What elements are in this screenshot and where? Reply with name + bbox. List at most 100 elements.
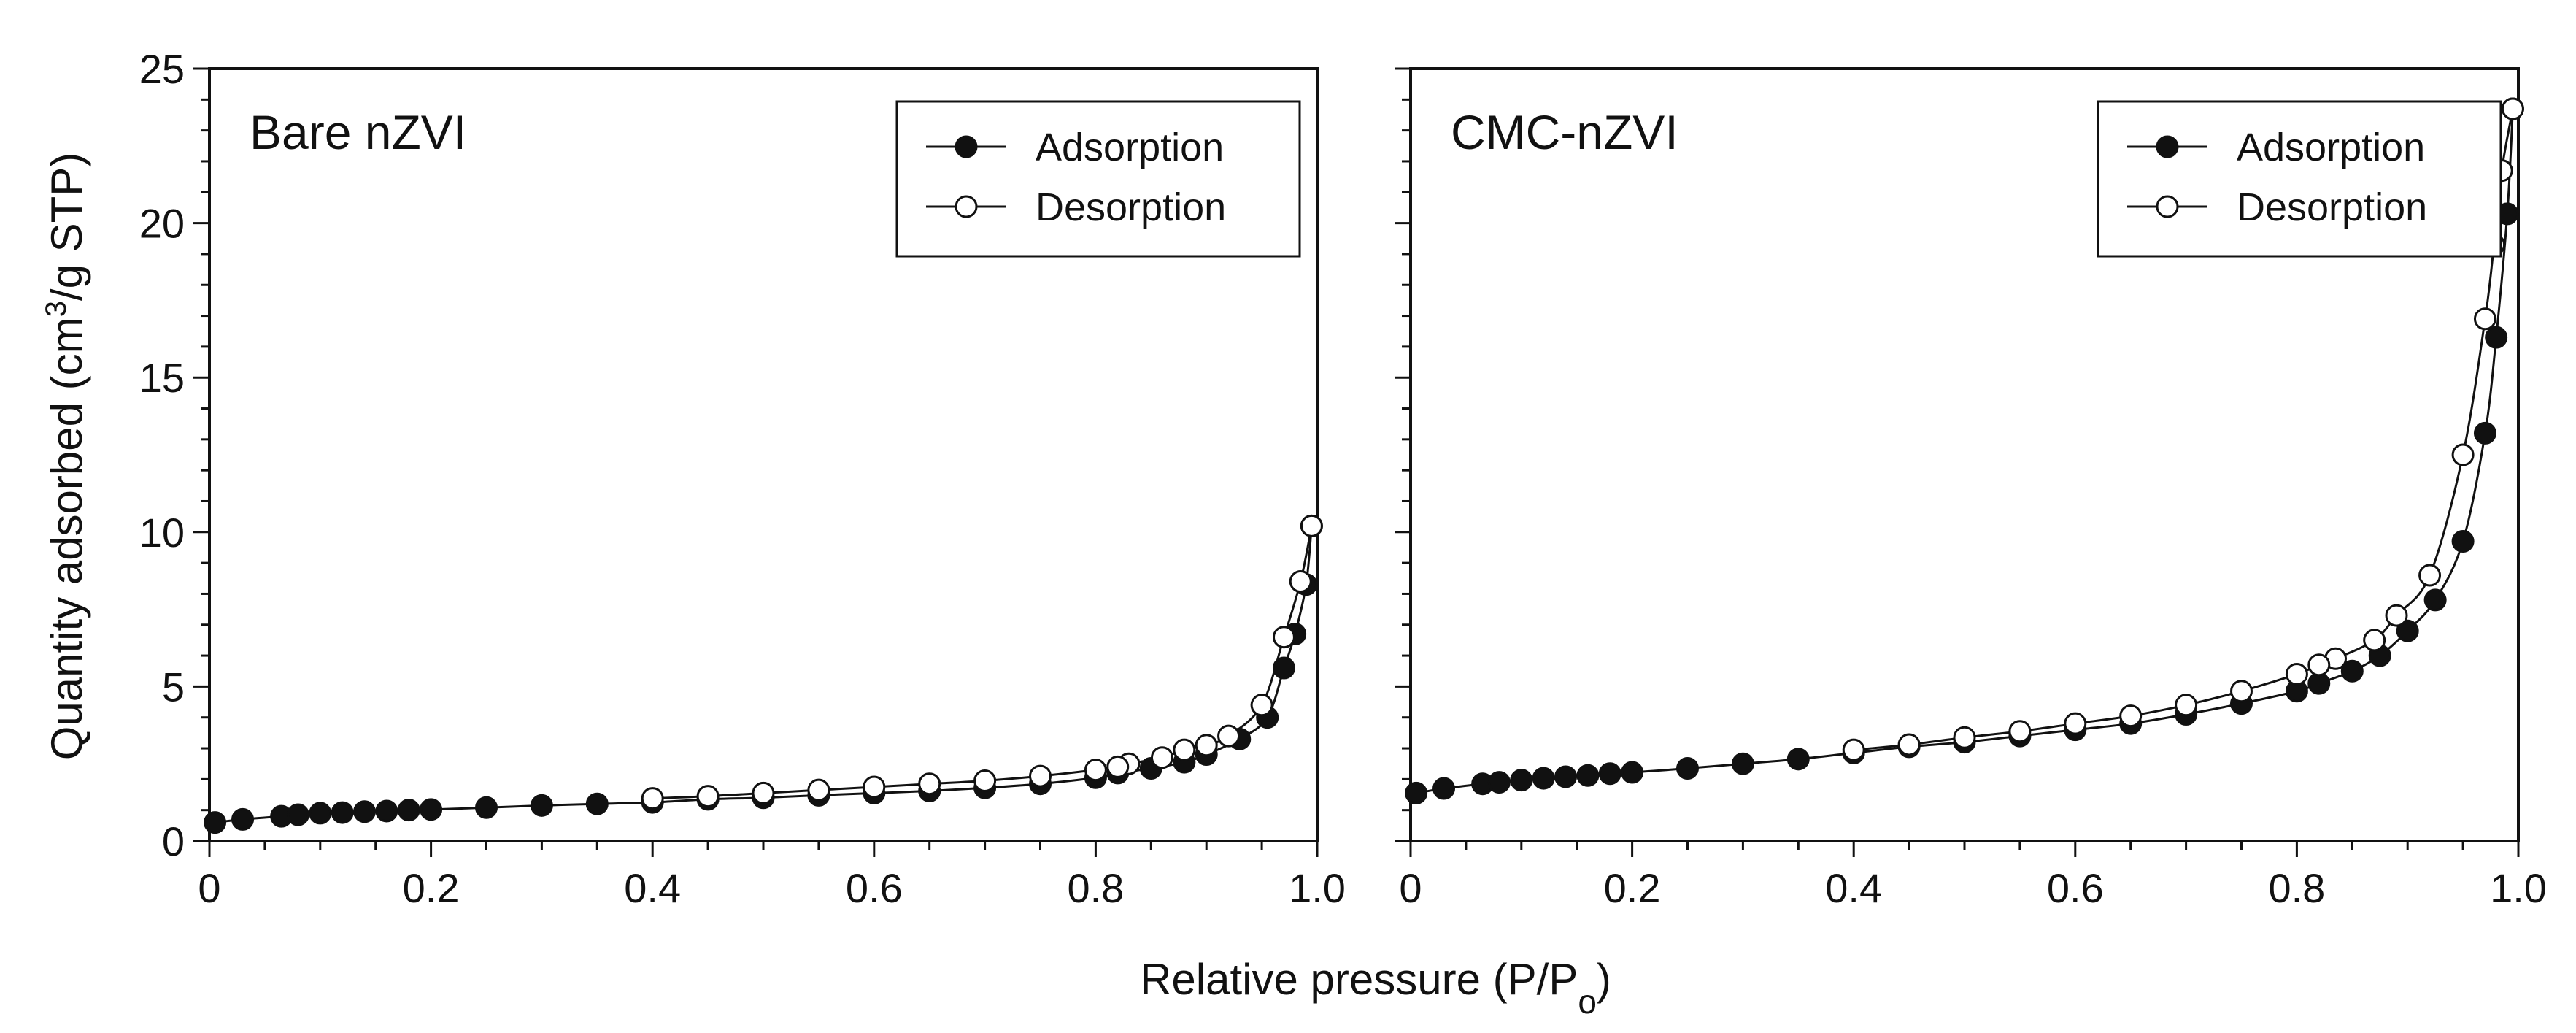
legend-marker-open xyxy=(2156,195,2179,218)
adsorption-point xyxy=(375,799,398,823)
x-tick-label: 0.6 xyxy=(2047,865,2104,911)
legend-label: Adsorption xyxy=(2237,126,2425,169)
x-tick-label: 1.0 xyxy=(2490,865,2547,911)
legend-marker-open xyxy=(955,195,978,218)
adsorption-point xyxy=(1487,771,1511,794)
x-tick-label: 0 xyxy=(198,865,220,911)
x-tick-label: 0.2 xyxy=(1604,865,1661,911)
desorption-point xyxy=(1953,726,1976,749)
adsorption-point xyxy=(420,798,443,821)
adsorption-point xyxy=(2473,421,2496,445)
desorption-point xyxy=(1897,733,1921,756)
adsorption-point xyxy=(530,794,553,817)
adsorption-point xyxy=(286,803,309,826)
adsorption-point xyxy=(231,807,255,831)
desorption-point xyxy=(1084,759,1107,782)
desorption-point xyxy=(2230,680,2253,703)
adsorption-point xyxy=(1621,761,1644,784)
desorption-point xyxy=(1150,746,1173,769)
desorption-point xyxy=(1250,694,1273,717)
desorption-point xyxy=(2119,704,2143,728)
legend-label: Adsorption xyxy=(1036,126,1224,169)
desorption-point xyxy=(2285,662,2308,686)
x-axis-label-sub: o xyxy=(1578,983,1597,1021)
desorption-point xyxy=(2473,307,2496,331)
adsorption-point xyxy=(1676,757,1699,780)
legend-marker-filled xyxy=(955,135,978,158)
desorption-point xyxy=(2451,443,2475,466)
adsorption-point xyxy=(309,802,332,825)
x-tick-label: 0 xyxy=(1399,865,1422,911)
adsorption-point xyxy=(2451,529,2475,553)
desorption-point xyxy=(2008,720,2032,743)
y-tick-label: 5 xyxy=(162,664,185,710)
desorption-point xyxy=(752,781,775,804)
x-tick-label: 0.8 xyxy=(2268,865,2325,911)
legend-label: Desorption xyxy=(1036,185,1226,229)
adsorption-point xyxy=(475,796,498,819)
adsorption-point xyxy=(585,792,609,815)
adsorption-point xyxy=(331,801,354,824)
adsorption-point xyxy=(1405,781,1428,804)
desorption-point xyxy=(1289,570,1312,594)
adsorption-point xyxy=(2485,326,2508,349)
x-axis-label: Relative pressure (P/Po) xyxy=(1140,955,1611,1021)
desorption-point xyxy=(2385,604,2408,627)
y-tick-label: 10 xyxy=(139,510,185,556)
y-tick-label: 0 xyxy=(162,818,185,864)
adsorption-point xyxy=(1576,764,1600,787)
y-axis-label: Quantity adsorbed (cm3/g STP) xyxy=(40,153,91,761)
desorption-point xyxy=(863,775,886,799)
legend-box xyxy=(895,100,1301,258)
legend-label: Desorption xyxy=(2237,185,2427,229)
legend: Adsorption Desorption xyxy=(895,100,1301,258)
legend-box xyxy=(2097,100,2502,258)
desorption-point xyxy=(1173,738,1196,761)
desorption-point xyxy=(641,787,664,810)
adsorption-point xyxy=(1598,762,1621,786)
adsorption-point xyxy=(1272,656,1295,680)
desorption-point xyxy=(1029,764,1052,788)
adsorption-point xyxy=(2307,672,2331,695)
x-tick-label: 0.6 xyxy=(846,865,903,911)
desorption-point xyxy=(1272,626,1295,649)
x-axis-label-suffix: ) xyxy=(1597,955,1611,1004)
panel-title: Bare nZVI xyxy=(250,105,466,159)
legend-marker-filled xyxy=(2156,135,2179,158)
adsorption-point xyxy=(1786,748,1810,771)
desorption-point xyxy=(2363,629,2386,652)
adsorption-point xyxy=(1432,777,1456,800)
desorption-point xyxy=(918,772,941,796)
desorption-point xyxy=(2175,694,2198,717)
x-axis-label-prefix: Relative pressure (P/P xyxy=(1140,955,1578,1004)
x-tick-label: 0.2 xyxy=(403,865,460,911)
panel-bare-nzvi: 0 0.2 0.4 0.6 0.8 1.0 0 5 10 15 20 25 Bare nZVI Adsor… xyxy=(139,46,1346,911)
desorption-point xyxy=(696,785,720,808)
adsorption-point xyxy=(353,800,377,823)
desorption-point xyxy=(807,778,830,802)
adsorption-point xyxy=(2423,588,2447,612)
panel-cmc-nzvi: 0 0.2 0.4 0.6 0.8 1.0 CMC-nZVI Adsorption Desorp… xyxy=(1395,67,2547,911)
legend: Adsorption Desorption xyxy=(2097,100,2502,258)
y-tick-label: 20 xyxy=(139,201,185,247)
desorption-point xyxy=(1195,734,1218,757)
panel-title: CMC-nZVI xyxy=(1451,105,1678,159)
y-tick-label: 25 xyxy=(139,46,185,92)
adsorption-point xyxy=(1731,752,1754,775)
desorption-point xyxy=(1106,755,1130,778)
adsorption-point xyxy=(204,811,227,834)
y-axis-label-sup: 3 xyxy=(40,301,72,317)
desorption-point xyxy=(2418,564,2442,587)
adsorption-point xyxy=(1510,769,1533,792)
y-tick-label: 15 xyxy=(139,355,185,401)
y-axis-label-prefix: Quantity adsorbed (cm xyxy=(42,317,91,760)
x-tick-label: 0.8 xyxy=(1067,865,1124,911)
adsorption-point xyxy=(2396,619,2419,642)
adsorption-point xyxy=(2340,659,2364,683)
desorption-point xyxy=(973,769,997,792)
desorption-point xyxy=(2064,712,2087,735)
x-tick-label: 0.4 xyxy=(624,865,681,911)
desorption-point xyxy=(2307,653,2331,677)
desorption-point xyxy=(1300,514,1323,537)
